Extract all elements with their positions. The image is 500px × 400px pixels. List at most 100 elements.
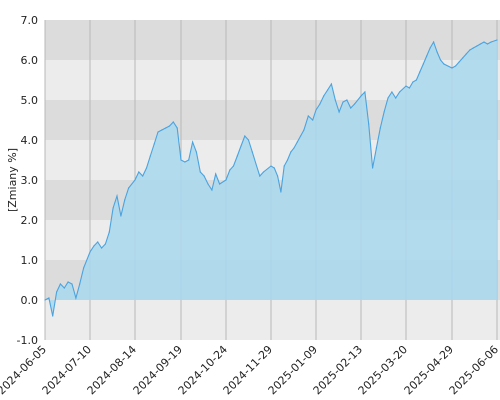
data-point-30 — [165, 127, 167, 129]
data-point-98 — [429, 47, 431, 49]
data-point-66 — [303, 129, 305, 131]
data-point-75 — [338, 111, 340, 113]
data-point-33 — [176, 127, 178, 129]
data-point-77 — [346, 99, 348, 101]
data-point-68 — [312, 119, 314, 121]
data-point-28 — [157, 131, 159, 133]
data-point-50 — [244, 135, 246, 137]
data-point-37 — [192, 141, 194, 143]
x-tick-labels: 2024-06-052024-07-102024-08-142024-09-19… — [0, 343, 500, 397]
data-point-90 — [399, 91, 401, 93]
data-point-9 — [79, 283, 81, 285]
data-point-87 — [387, 97, 389, 99]
data-point-34 — [180, 159, 182, 161]
data-point-63 — [293, 147, 295, 149]
data-point-8 — [75, 297, 77, 299]
data-point-107 — [465, 53, 467, 55]
data-point-58 — [277, 175, 279, 177]
y-tick-labels: -1.0 0.0 1.0 2.0 3.0 4.0 5.0 6.0 7.0 — [17, 14, 38, 347]
data-point-89 — [395, 97, 397, 99]
data-point-79 — [354, 103, 356, 105]
data-point-109 — [472, 47, 474, 49]
data-point-44 — [219, 183, 221, 185]
data-point-6 — [67, 281, 69, 283]
data-point-42 — [211, 189, 213, 191]
data-point-10 — [83, 267, 85, 269]
data-point-69 — [315, 109, 317, 111]
data-point-71 — [323, 95, 325, 97]
data-point-82 — [368, 123, 370, 125]
data-point-93 — [412, 81, 414, 83]
series-area — [44, 39, 498, 317]
data-point-41 — [207, 183, 209, 185]
data-point-76 — [342, 101, 344, 103]
data-point-96 — [422, 63, 424, 65]
data-point-95 — [419, 71, 421, 73]
data-point-70 — [319, 103, 321, 105]
data-point-27 — [153, 143, 155, 145]
data-point-99 — [433, 41, 435, 43]
data-point-7 — [71, 283, 73, 285]
data-point-105 — [458, 61, 460, 63]
data-point-14 — [101, 247, 103, 249]
y-tick-label-0: -1.0 — [17, 334, 38, 347]
data-point-59 — [280, 191, 282, 193]
data-point-86 — [383, 111, 385, 113]
y-tick-label-6: 5.0 — [21, 94, 39, 107]
data-point-38 — [195, 151, 197, 153]
series-fill — [45, 40, 497, 316]
data-point-53 — [255, 163, 257, 165]
data-point-51 — [247, 139, 250, 141]
data-point-101 — [439, 59, 442, 61]
data-point-100 — [436, 51, 438, 53]
data-point-11 — [89, 251, 91, 253]
data-point-65 — [300, 135, 302, 137]
data-point-32 — [172, 121, 174, 123]
data-point-61 — [286, 159, 289, 161]
data-point-84 — [375, 147, 377, 149]
data-point-72 — [327, 89, 329, 91]
data-point-39 — [199, 171, 201, 173]
data-point-110 — [476, 45, 478, 47]
data-point-47 — [232, 165, 235, 167]
data-point-5 — [63, 287, 65, 289]
data-point-67 — [307, 115, 309, 117]
data-point-111 — [479, 43, 481, 45]
data-point-73 — [330, 83, 332, 85]
data-point-115 — [496, 39, 498, 41]
data-point-1 — [48, 297, 50, 299]
data-point-17 — [112, 207, 114, 209]
data-point-92 — [408, 87, 410, 89]
data-point-3 — [56, 291, 58, 293]
data-point-25 — [145, 167, 148, 169]
data-point-43 — [215, 173, 217, 175]
band-0 — [45, 300, 500, 340]
data-point-24 — [142, 175, 144, 177]
data-point-57 — [273, 167, 275, 169]
data-point-91 — [405, 85, 407, 87]
data-point-112 — [483, 41, 485, 43]
data-point-29 — [161, 129, 163, 131]
data-point-88 — [391, 91, 393, 93]
data-point-81 — [364, 91, 366, 93]
data-point-31 — [168, 125, 171, 127]
data-point-48 — [236, 155, 238, 157]
data-point-85 — [379, 127, 381, 129]
data-point-94 — [415, 79, 417, 81]
data-point-55 — [262, 171, 265, 173]
y-tick-label-4: 3.0 — [21, 174, 39, 187]
y-axis-label: [Zmiany %] — [6, 148, 19, 212]
data-point-0 — [44, 299, 46, 301]
data-point-45 — [225, 179, 227, 181]
data-point-113 — [486, 43, 489, 45]
data-point-103 — [451, 67, 453, 69]
data-point-102 — [443, 63, 445, 65]
data-point-60 — [283, 165, 285, 167]
data-point-46 — [229, 169, 231, 171]
data-point-12 — [93, 245, 95, 247]
data-point-4 — [59, 283, 62, 285]
data-point-80 — [360, 95, 362, 97]
data-point-23 — [138, 171, 140, 173]
data-point-15 — [104, 243, 106, 245]
